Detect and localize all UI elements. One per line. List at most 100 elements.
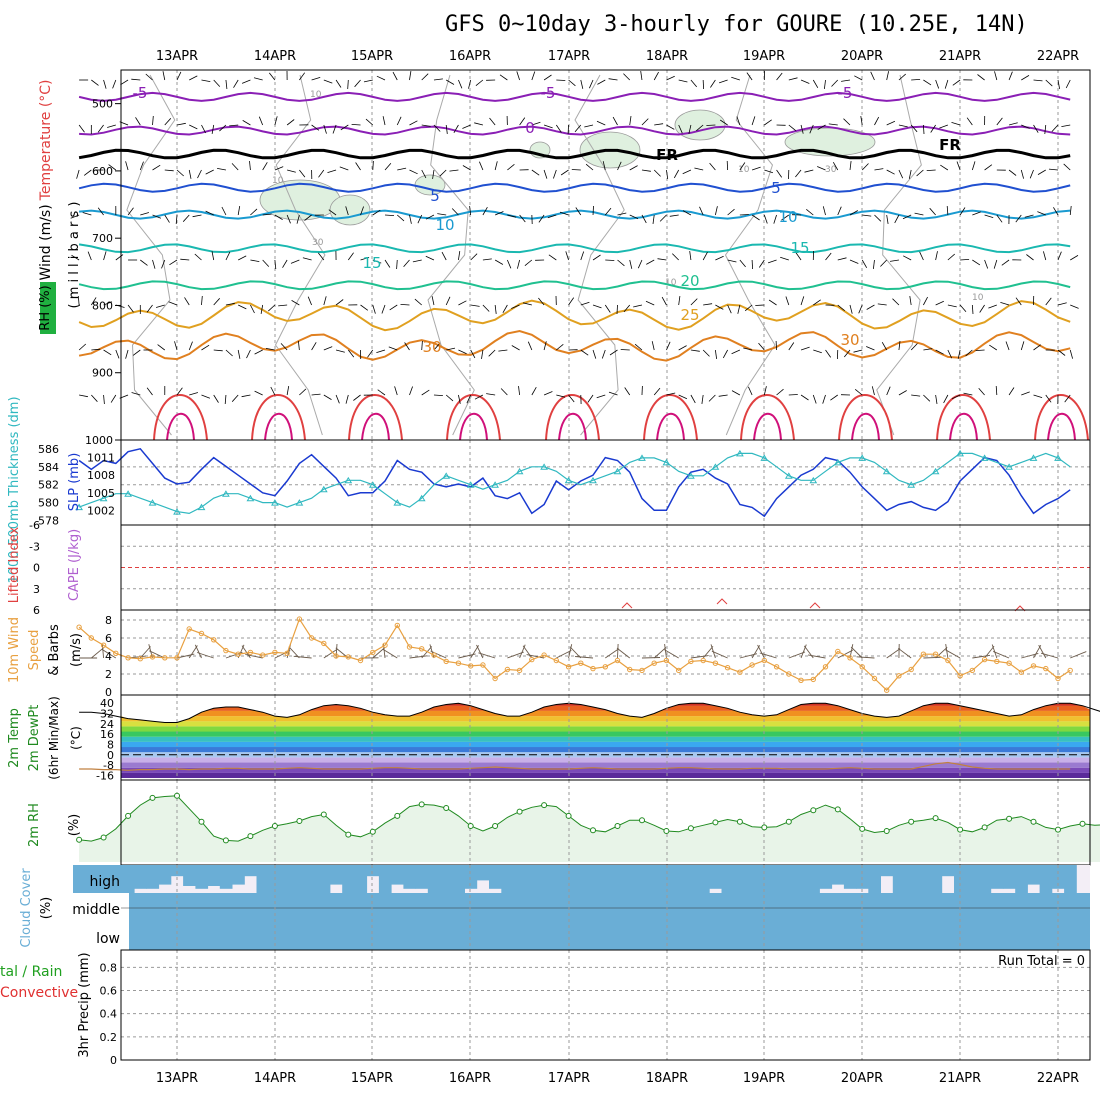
wind-barb-10m: [1070, 651, 1087, 659]
wind-barb: [174, 341, 178, 351]
wind-barb: [1044, 124, 1047, 135]
date-label-bottom: 20APR: [841, 1071, 883, 1086]
wind-barb: [238, 304, 247, 310]
wind-barb: [412, 259, 422, 263]
rh-point: [663, 828, 670, 834]
temp-tick-label: 40: [100, 697, 114, 710]
wind-barb-10m: [993, 650, 1010, 659]
rh-point: [394, 812, 401, 819]
wind-barb: [702, 251, 708, 261]
cloud-high-bar: [305, 865, 319, 893]
precip-frame: [120, 949, 1091, 1061]
wind-barb: [382, 116, 386, 126]
wind-barb: [556, 79, 566, 81]
wind-barb: [110, 394, 117, 403]
wind-barb: [699, 206, 704, 216]
thickness-marker: [907, 481, 916, 488]
wind-barb: [274, 214, 283, 220]
axis-title: Cloud Cover: [19, 868, 34, 948]
wind-barb: [91, 79, 99, 86]
wind-barb: [722, 349, 728, 359]
wind-speed-point: [223, 647, 229, 654]
axis-title: Lifted Index: [7, 526, 22, 603]
wind-barb: [462, 124, 471, 129]
wind-speed-point: [333, 653, 339, 659]
wind-speed-point: [835, 648, 841, 655]
wind-barb: [902, 214, 912, 220]
rh-contour-label: 10: [310, 90, 322, 100]
wind-barb-10m: [382, 649, 398, 659]
wind-barb: [837, 257, 847, 261]
wind-barb: [78, 343, 87, 351]
wind-barb: [543, 391, 553, 396]
thickness-marker: [564, 476, 573, 484]
rh-point: [100, 834, 107, 841]
wind-barb: [946, 205, 949, 216]
wind-barb: [282, 259, 288, 268]
wind-barb: [363, 79, 373, 83]
wind-barb: [678, 394, 688, 400]
wind-barb: [482, 258, 492, 261]
wind-speed-point: [920, 651, 927, 657]
wind-barb: [225, 251, 231, 261]
wind-barb: [543, 124, 553, 129]
wind-barb: [866, 346, 875, 351]
wind-barb: [347, 349, 355, 358]
thickness-marker: [246, 494, 255, 502]
wind-barb: [748, 386, 753, 396]
wind-barb: [71, 254, 80, 261]
wind-barb: [825, 252, 832, 261]
wind-barb: [560, 169, 569, 176]
wind-barb: [409, 169, 418, 175]
wind-barb: [397, 167, 407, 171]
wind-barb: [246, 349, 251, 359]
wind-barb: [132, 349, 141, 356]
rh-point: [345, 831, 352, 838]
wind-barb: [516, 71, 520, 81]
cloud-high-bar: [440, 865, 453, 893]
wind-barb: [1021, 75, 1030, 81]
cloud-high-bar: [513, 865, 527, 893]
rh-point: [1006, 815, 1013, 822]
wind-barb: [219, 124, 227, 132]
wind-barb: [959, 207, 966, 216]
wind-barb: [531, 71, 536, 81]
wind-barb: [645, 300, 655, 306]
wind-barb: [688, 124, 692, 134]
wind-barb-10m: [1040, 652, 1059, 659]
wind-speed-point: [932, 651, 939, 657]
wind-speed-point: [125, 655, 131, 661]
date-label-top: 16APR: [449, 49, 491, 64]
wind-barb: [182, 214, 190, 222]
wind-barb: [274, 116, 278, 126]
wind-barb: [518, 386, 521, 396]
date-label-bottom: 16APR: [449, 1071, 491, 1086]
cloud-high-bar: [611, 865, 625, 893]
wind-barb: [70, 214, 80, 219]
y-tick-label: 900: [92, 367, 113, 380]
date-label-top: 21APR: [939, 49, 981, 64]
wind-barb: [372, 259, 382, 264]
wind-barb: [641, 118, 649, 126]
wind-barb: [543, 341, 547, 351]
wind-barb: [873, 259, 875, 269]
wind-barb: [689, 251, 692, 261]
wind-barb: [608, 78, 618, 81]
wind-barb: [286, 386, 290, 396]
wind-barb: [152, 164, 161, 171]
date-label-bottom: 17APR: [548, 1071, 590, 1086]
wind-barb: [323, 296, 327, 306]
cloud-high-bar: [1064, 865, 1077, 893]
wind-barb: [616, 304, 618, 315]
wind-speed-point: [810, 676, 816, 683]
wind-barb: [710, 79, 716, 88]
wind-barb: [910, 343, 918, 351]
wind-barb: [351, 124, 361, 126]
wind-barb: [800, 124, 804, 134]
wind-barb: [739, 214, 749, 216]
wind-speed-point: [590, 665, 596, 672]
wind-speed-point: [211, 637, 217, 643]
wind-barb: [935, 300, 944, 306]
wind-barb: [629, 259, 633, 269]
date-label-top: 22APR: [1037, 49, 1079, 64]
